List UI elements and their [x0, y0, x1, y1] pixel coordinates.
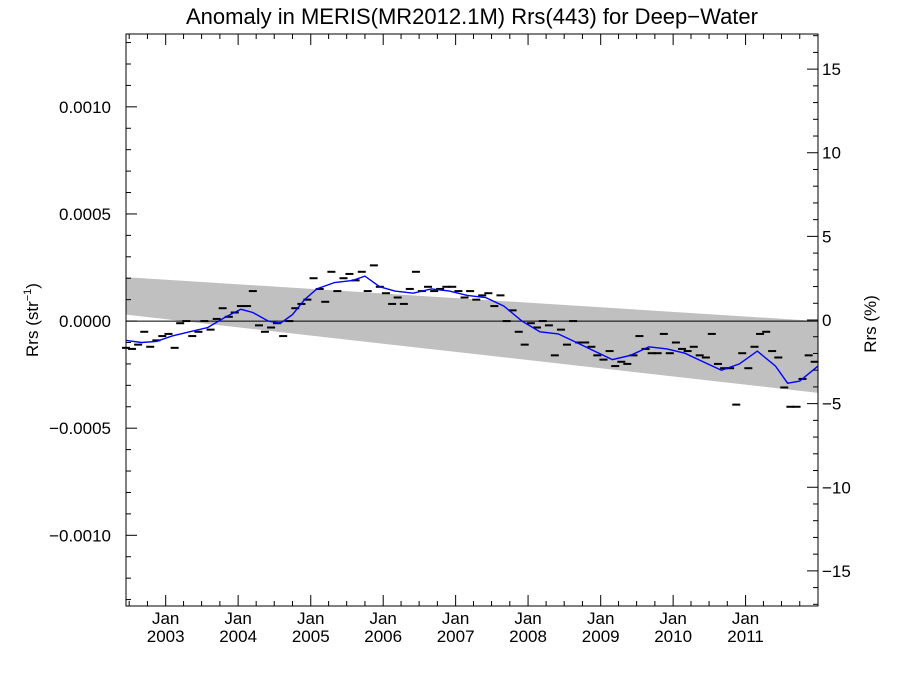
right-tick-label: −5	[822, 395, 841, 414]
left-tick-label: 0.0005	[59, 205, 111, 224]
left-tick-label: 0.0010	[59, 98, 111, 117]
x-tick-year-label: 2006	[364, 627, 402, 646]
x-tick-year-label: 2010	[654, 627, 692, 646]
x-tick-month-label: Jan	[442, 609, 469, 628]
x-tick-year-label: 2003	[147, 627, 185, 646]
x-tick-month-label: Jan	[587, 609, 614, 628]
right-tick-label: 10	[822, 144, 841, 163]
x-tick-month-label: Jan	[297, 609, 324, 628]
right-tick-label: 5	[822, 227, 831, 246]
x-tick-month-label: Jan	[659, 609, 686, 628]
x-tick-year-label: 2008	[509, 627, 547, 646]
right-tick-label: −10	[822, 478, 851, 497]
right-tick-label: 0	[822, 311, 831, 330]
x-tick-month-label: Jan	[224, 609, 251, 628]
x-tick-month-label: Jan	[732, 609, 759, 628]
x-tick-year-label: 2011	[727, 627, 764, 646]
left-tick-label: −0.0005	[49, 419, 111, 438]
left-tick-label: 0.0000	[59, 312, 111, 331]
right-y-axis-label: Rrs (%)	[861, 295, 880, 353]
right-tick-label: −15	[822, 562, 851, 581]
chart-title: Anomaly in MERIS(MR2012.1M) Rrs(443) for…	[186, 4, 758, 29]
left-tick-label: −0.0010	[49, 526, 111, 545]
monthly-anomaly-points	[122, 264, 819, 408]
trend-band-layer	[126, 277, 818, 393]
smoothed-series-line	[125, 275, 819, 384]
x-tick-year-label: 2009	[582, 627, 620, 646]
x-tick-month-label: Jan	[152, 609, 179, 628]
trend-band	[126, 277, 818, 393]
x-tick-month-label: Jan	[514, 609, 541, 628]
x-tick-year-label: 2004	[219, 627, 257, 646]
smoothed-line-layer	[125, 275, 819, 384]
x-tick-month-label: Jan	[369, 609, 396, 628]
right-tick-label: 15	[822, 60, 841, 79]
x-tick-year-label: 2005	[292, 627, 330, 646]
left-y-axis: 0.0010 0.0005 0.0000 −0.0005 −0.0010	[49, 42, 137, 601]
right-y-axis: 15 10 5 0 −5 −10 −15	[807, 35, 851, 605]
x-tick-year-label: 2007	[437, 627, 475, 646]
left-y-axis-label: Rrs (str−1)	[22, 283, 42, 357]
x-axis: Jan2003Jan2004Jan2005Jan2006Jan2007Jan20…	[128, 34, 801, 646]
